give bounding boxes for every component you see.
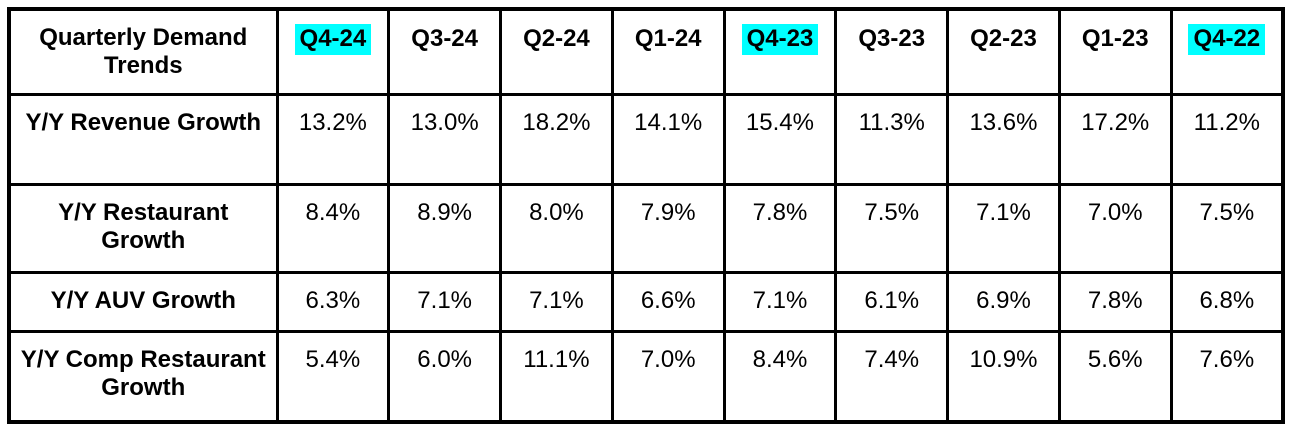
cell-value: 6.8% — [1169, 270, 1285, 333]
cell-value: 8.4% — [722, 329, 838, 424]
cell-value: 7.5% — [1169, 182, 1285, 274]
cell-value: 8.9% — [387, 182, 503, 274]
cell-value: 7.1% — [499, 270, 614, 333]
quarter-label: Q2-23 — [970, 25, 1037, 52]
cell-value: 7.4% — [834, 329, 950, 424]
cell-value: 8.4% — [275, 182, 391, 274]
column-header-q4-24: Q4-24 — [275, 7, 391, 96]
quarter-label: Q4-23 — [741, 24, 819, 56]
cell-value: 5.6% — [1057, 329, 1173, 424]
column-header-q4-23: Q4-23 — [722, 7, 838, 96]
cell-value: 7.8% — [1057, 270, 1173, 333]
cell-value: 8.0% — [499, 182, 614, 274]
table-row-restaurant-growth: Y/Y Restaurant Growth 8.4% 8.9% 8.0% 7.9… — [7, 182, 1285, 274]
cell-value: 13.6% — [946, 92, 1061, 186]
column-header-q4-22: Q4-22 — [1169, 7, 1285, 96]
cell-value: 13.2% — [275, 92, 391, 186]
quarter-label: Q3-24 — [411, 25, 478, 52]
quarter-label: Q2-24 — [523, 25, 590, 52]
table-row-auv-growth: Y/Y AUV Growth 6.3% 7.1% 7.1% 6.6% 7.1% … — [7, 270, 1285, 333]
cell-value: 11.1% — [499, 329, 614, 424]
quarter-label: Q3-23 — [858, 25, 926, 52]
cell-value: 7.9% — [610, 182, 726, 274]
table-row-revenue-growth: Y/Y Revenue Growth 13.2% 13.0% 18.2% 14.… — [7, 92, 1285, 186]
cell-value: 13.0% — [387, 92, 503, 186]
column-header-q1-23: Q1-23 — [1057, 7, 1173, 96]
cell-value: 14.1% — [610, 92, 726, 186]
table-header-row: Quarterly Demand Trends Q4-24 Q3-24 Q2-2… — [7, 7, 1285, 96]
cell-value: 6.0% — [387, 329, 503, 424]
cell-value: 7.0% — [610, 329, 726, 424]
cell-value: 15.4% — [722, 92, 838, 186]
row-label: Y/Y Comp Restaurant Growth — [7, 329, 279, 424]
table-title: Quarterly Demand Trends — [7, 7, 279, 96]
cell-value: 7.1% — [387, 270, 503, 333]
quarter-label: Q1-24 — [634, 25, 702, 52]
quarter-label: Q1-23 — [1081, 25, 1149, 52]
cell-value: 7.8% — [722, 182, 838, 274]
cell-value: 6.6% — [610, 270, 726, 333]
cell-value: 6.9% — [946, 270, 1061, 333]
quarter-label: Q4-24 — [294, 24, 372, 56]
cell-value: 10.9% — [946, 329, 1061, 424]
column-header-q3-24: Q3-24 — [387, 7, 503, 96]
quarter-label: Q4-22 — [1188, 24, 1266, 56]
cell-value: 18.2% — [499, 92, 614, 186]
column-header-q2-23: Q2-23 — [946, 7, 1061, 96]
row-label: Y/Y Revenue Growth — [7, 92, 279, 186]
column-header-q1-24: Q1-24 — [610, 7, 726, 96]
cell-value: 11.3% — [834, 92, 950, 186]
row-label: Y/Y Restaurant Growth — [7, 182, 279, 274]
cell-value: 7.1% — [946, 182, 1061, 274]
cell-value: 6.3% — [275, 270, 391, 333]
column-header-q2-24: Q2-24 — [499, 7, 614, 96]
cell-value: 7.6% — [1169, 329, 1285, 424]
cell-value: 17.2% — [1057, 92, 1173, 186]
column-header-q3-23: Q3-23 — [834, 7, 950, 96]
cell-value: 5.4% — [275, 329, 391, 424]
cell-value: 7.1% — [722, 270, 838, 333]
cell-value: 7.5% — [834, 182, 950, 274]
cell-value: 11.2% — [1169, 92, 1285, 186]
cell-value: 6.1% — [834, 270, 950, 333]
table-row-comp-restaurant-growth: Y/Y Comp Restaurant Growth 5.4% 6.0% 11.… — [7, 329, 1285, 424]
row-label: Y/Y AUV Growth — [7, 270, 279, 333]
quarterly-demand-table: Quarterly Demand Trends Q4-24 Q3-24 Q2-2… — [7, 7, 1285, 424]
cell-value: 7.0% — [1057, 182, 1173, 274]
